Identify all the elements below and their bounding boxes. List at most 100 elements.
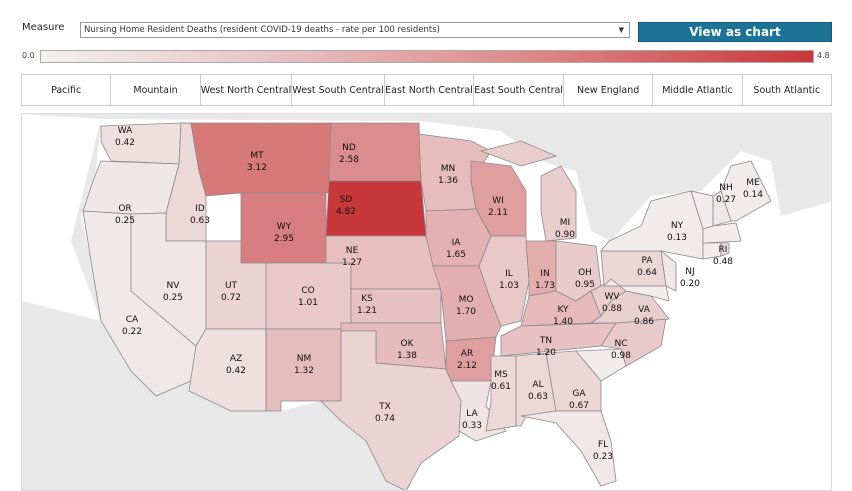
state-label-ri: RI [719, 245, 728, 255]
region-tab-west-south-central[interactable]: West South Central [292, 75, 385, 105]
state-nj[interactable] [660, 250, 677, 292]
state-value-wy: 2.95 [274, 234, 294, 244]
state-label-co: CO [301, 286, 314, 296]
state-value-ok: 1.38 [397, 351, 417, 361]
measure-label: Measure [22, 22, 65, 33]
state-value-la: 0.33 [462, 421, 482, 431]
state-value-wv: 0.88 [602, 304, 622, 314]
state-label-nc: NC [614, 339, 627, 349]
state-value-ca: 0.22 [122, 327, 142, 337]
state-value-me: 0.14 [743, 190, 763, 200]
state-co[interactable] [265, 262, 352, 330]
state-value-id: 0.63 [190, 216, 210, 226]
state-label-tx: TX [378, 402, 391, 412]
region-tab-pacific[interactable]: Pacific [22, 75, 112, 105]
state-label-mi: MI [560, 218, 570, 228]
state-label-pa: PA [641, 256, 653, 266]
state-value-ia: 1.65 [446, 250, 466, 260]
canada-land [22, 114, 831, 241]
state-value-mo: 1.70 [456, 307, 476, 317]
state-value-sd: 4.82 [336, 207, 356, 217]
state-label-wi: WI [492, 196, 504, 206]
region-filter-bar: Pacific Mountain West North Central West So… [21, 74, 832, 106]
state-ri[interactable] [720, 242, 730, 257]
region-tab-east-south-central[interactable]: East South Central [474, 75, 564, 105]
state-value-va: 0.86 [634, 317, 654, 327]
state-label-ny: NY [671, 221, 684, 231]
state-ms[interactable] [485, 355, 517, 432]
state-value-nj: 0.20 [680, 279, 700, 289]
state-label-nh: NH [719, 183, 733, 193]
state-ar[interactable] [445, 336, 497, 382]
state-label-or: OR [118, 204, 131, 214]
state-tx[interactable] [320, 330, 462, 491]
state-value-il: 1.03 [499, 281, 519, 291]
state-value-mi: 0.90 [555, 230, 575, 240]
state-value-ga: 0.67 [569, 401, 589, 411]
state-label-me: ME [746, 178, 760, 188]
state-value-wi: 2.11 [488, 208, 508, 218]
state-value-tn: 1.20 [536, 348, 556, 358]
state-value-oh: 0.95 [575, 280, 595, 290]
state-label-nv: NV [167, 281, 181, 291]
state-value-ky: 1.40 [553, 317, 573, 327]
region-tab-east-north-central[interactable]: East North Central [385, 75, 475, 105]
region-tab-mountain[interactable]: Mountain [111, 75, 201, 105]
state-value-wa: 0.42 [115, 138, 135, 148]
state-value-ar: 2.12 [457, 361, 477, 371]
state-value-in: 1.73 [535, 281, 555, 291]
legend-min-label: 0.0 [22, 51, 35, 60]
state-label-sd: SD [340, 195, 353, 205]
state-label-wv: WV [604, 292, 620, 302]
state-value-pa: 0.64 [637, 268, 657, 278]
state-value-fl: 0.23 [593, 452, 613, 462]
region-tab-new-england[interactable]: New England [564, 75, 654, 105]
state-value-ri: 0.48 [713, 257, 733, 267]
color-legend-bar [40, 50, 814, 63]
region-tab-middle-atlantic[interactable]: Middle Atlantic [653, 75, 743, 105]
state-value-ms: 0.61 [491, 382, 511, 392]
state-label-tn: TN [539, 336, 552, 346]
us-choropleth-map: WA 0.42 OR 0.25 ID 0.63 MT 3.12 ND 2.58 SD 4.82 WY 2.… [21, 113, 832, 491]
state-label-ms: MS [494, 370, 508, 380]
state-label-fl: FL [598, 440, 608, 450]
measure-dropdown[interactable]: Nursing Home Resident Deaths (resident C… [80, 22, 630, 38]
state-label-ga: GA [572, 389, 586, 399]
state-label-az: AZ [230, 354, 242, 364]
state-label-ca: CA [126, 315, 139, 325]
coast-land [71, 119, 101, 321]
state-value-tx: 0.74 [375, 414, 395, 424]
state-value-co: 1.01 [298, 298, 318, 308]
state-label-mt: MT [250, 151, 264, 161]
state-label-wy: WY [277, 222, 292, 232]
state-value-or: 0.25 [115, 216, 135, 226]
state-value-ne: 1.27 [342, 258, 362, 268]
state-label-in: IN [540, 269, 549, 279]
state-wa[interactable] [100, 122, 182, 165]
legend-max-label: 4.8 [817, 51, 830, 60]
state-value-nh: 0.27 [716, 195, 736, 205]
state-label-la: LA [466, 409, 478, 419]
state-me[interactable] [720, 160, 772, 222]
region-tab-west-north-central[interactable]: West North Central [201, 75, 293, 105]
state-label-ar: AR [461, 349, 473, 359]
state-value-mt: 3.12 [247, 163, 267, 173]
state-label-ne: NE [346, 246, 359, 256]
state-value-az: 0.42 [226, 366, 246, 376]
state-ma[interactable] [702, 222, 742, 244]
state-label-ky: KY [557, 305, 569, 315]
state-mi[interactable] [540, 165, 577, 242]
state-fl[interactable] [520, 410, 617, 487]
state-label-mn: MN [441, 164, 456, 174]
state-ga[interactable] [545, 350, 602, 412]
view-as-chart-button[interactable]: View as chart [638, 22, 832, 42]
state-label-mo: MO [459, 295, 474, 305]
state-mi[interactable] [479, 140, 558, 167]
state-label-ks: KS [361, 294, 373, 304]
state-value-ny: 0.13 [667, 233, 687, 243]
state-label-wa: WA [118, 126, 133, 136]
state-label-va: VA [638, 305, 651, 315]
state-value-nd: 2.58 [339, 155, 359, 165]
region-tab-south-atlantic[interactable]: South Atlantic [753, 84, 821, 96]
state-label-al: AL [532, 380, 543, 390]
